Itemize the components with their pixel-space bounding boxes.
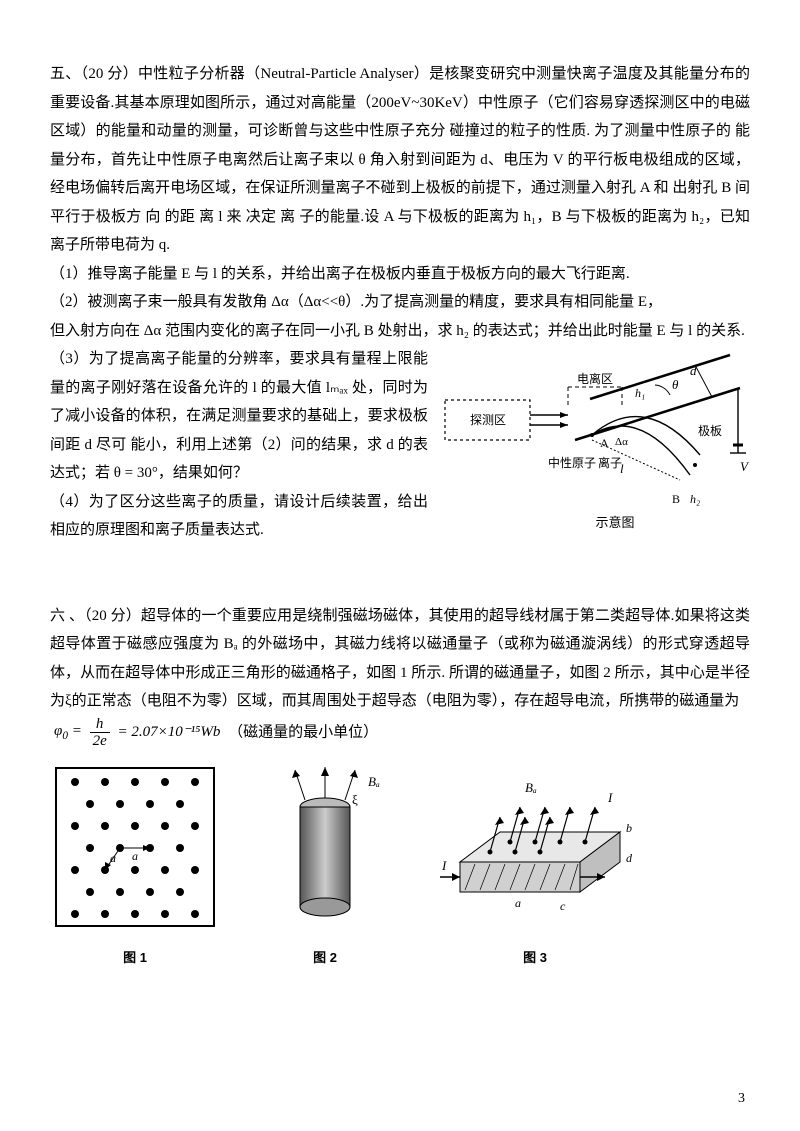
- fig2-xi: ξ: [352, 792, 358, 807]
- p5-diagram: 探测区 电离区 d θ h₁ A: [440, 345, 750, 566]
- phi0-symbol: φ0 =: [54, 717, 82, 747]
- label-V: V: [740, 459, 750, 474]
- p5-q2a: （2）被测离子束一般具有发散角 Δα（Δα<<θ）.为了提高测量的精度，要求具有…: [50, 288, 750, 317]
- label-plate: 极板: [698, 424, 722, 438]
- p6-formula-line: φ0 = h 2e = 2.07×10⁻¹⁵Wb （磁通量的最小单位）: [50, 716, 750, 750]
- phi0-note: （磁通量的最小单位）: [228, 724, 378, 740]
- label-A: A: [600, 436, 609, 450]
- fig1-caption: 图 1: [50, 946, 220, 971]
- fig3-c: c: [560, 899, 566, 913]
- fig2-Ba: Bₐ: [368, 774, 380, 789]
- problem-6: 六 、（20 分）超导体的一个重要应用是绕制强磁场磁体，其使用的超导线材属于第二…: [50, 602, 750, 971]
- label-d: d: [690, 363, 697, 378]
- figure-1: a a 图 1: [50, 762, 220, 971]
- p5-q2b: 但入射方向在 Δα 范围内变化的离子在同一小孔 B 处射出，求 h₂ 的表达式；…: [50, 317, 750, 346]
- fig3-I2: I: [607, 790, 613, 805]
- fig3-Ba: Bₐ: [525, 780, 537, 795]
- fig1-a1: a: [110, 851, 116, 865]
- label-h2: h₂: [690, 492, 700, 506]
- label-ion: 离子: [598, 455, 622, 470]
- problem-5: 五、（20 分）中性粒子分析器（Neutral-Particle Analyse…: [50, 60, 750, 574]
- fig3-I1: I: [441, 858, 447, 873]
- p5-q1: （1）推导离子能量 E 与 l 的关系，并给出离子在极板内垂直于极板方向的最大飞…: [50, 260, 750, 289]
- p5-caption: 示意图: [595, 515, 634, 530]
- fig3-d: d: [626, 851, 633, 865]
- figure-3: Bₐ I I a b c d: [430, 762, 640, 971]
- label-ionize: 电离区: [577, 371, 613, 386]
- fig3-b: b: [626, 821, 632, 835]
- fig3-caption: 图 3: [430, 946, 640, 971]
- p5-heading: 五、（20 分）中性粒子分析器（Neutral-Particle Analyse…: [50, 60, 750, 260]
- fig3-a: a: [515, 896, 521, 910]
- page-number: 3: [738, 1086, 745, 1113]
- fig1-a2: a: [132, 849, 138, 863]
- label-theta: θ: [672, 377, 679, 392]
- p6-figures: a a 图 1: [50, 762, 750, 971]
- label-neutral: 中性原子: [548, 455, 596, 470]
- label-dalpha: Δα: [615, 436, 628, 448]
- fig2-caption: 图 2: [250, 946, 400, 971]
- p6-heading: 六 、（20 分）超导体的一个重要应用是绕制强磁场磁体，其使用的超导线材属于第二…: [50, 602, 750, 716]
- phi0-frac: h 2e: [90, 716, 110, 750]
- label-B: B: [672, 492, 680, 506]
- label-detect: 探测区: [470, 413, 506, 427]
- phi0-value: = 2.07×10⁻¹⁵Wb: [117, 718, 220, 747]
- figure-2: ξ Bₐ 图 2: [250, 762, 400, 971]
- label-h1: h₁: [635, 386, 645, 400]
